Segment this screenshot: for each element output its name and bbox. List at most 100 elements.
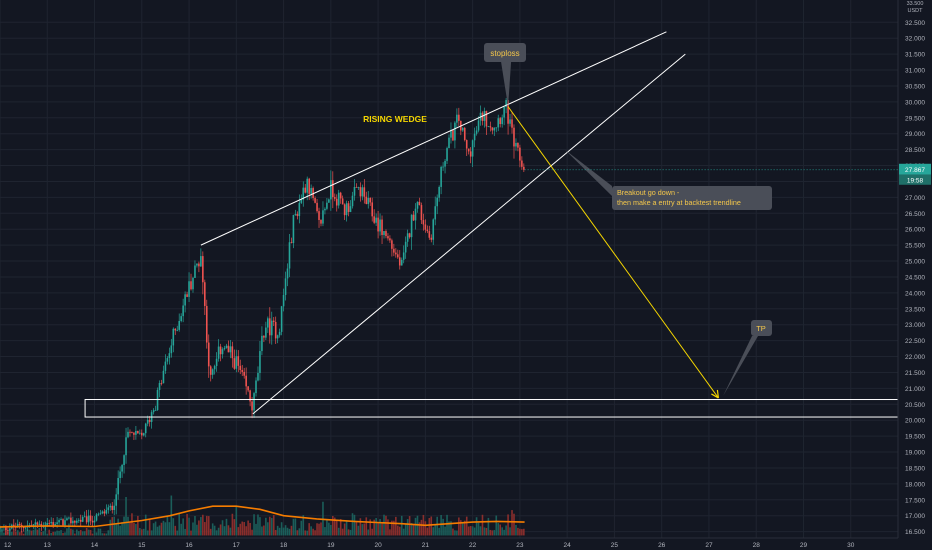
volume-bar xyxy=(341,528,344,536)
candle-body xyxy=(393,248,395,253)
candle-body xyxy=(34,522,37,525)
candle-body xyxy=(517,142,519,148)
tp-callout xyxy=(751,320,772,336)
volume-bar xyxy=(125,496,127,536)
volume-bar xyxy=(24,528,27,536)
volume-bar xyxy=(353,514,356,536)
volume-bar xyxy=(465,516,468,536)
volume-bar xyxy=(335,520,338,536)
candle-body xyxy=(103,511,106,514)
candle-body xyxy=(294,213,297,215)
candle-body xyxy=(296,213,299,217)
candle-body xyxy=(513,127,515,147)
candle-body xyxy=(438,186,440,198)
candle-body xyxy=(235,356,238,369)
candle-body xyxy=(481,112,484,121)
volume-bar xyxy=(272,515,275,536)
volume-bar xyxy=(304,530,307,536)
candle-body xyxy=(241,370,244,372)
volume-bar xyxy=(139,528,141,536)
volume-bar xyxy=(424,521,427,536)
candle-body xyxy=(318,211,320,221)
price-tick-label: 25.500 xyxy=(905,243,925,250)
volume-bar xyxy=(225,518,228,536)
volume-bar xyxy=(294,518,297,536)
volume-bar xyxy=(217,527,220,536)
candle-body xyxy=(483,111,486,121)
volume-bar xyxy=(26,529,29,536)
candle-body xyxy=(454,122,456,141)
candle-body xyxy=(76,520,78,523)
candle-body xyxy=(282,294,285,307)
volume-bar xyxy=(219,524,222,536)
candle-body xyxy=(503,106,505,118)
price-tick-label: 21.000 xyxy=(905,386,925,393)
candle-body xyxy=(290,242,293,244)
candle-body xyxy=(422,220,425,225)
candle-body xyxy=(361,187,364,197)
volume-bar xyxy=(99,528,102,536)
candle-body xyxy=(328,199,330,203)
volume-bar xyxy=(148,519,151,536)
volume-bar xyxy=(209,528,212,536)
volume-bar xyxy=(332,515,334,536)
volume-bar xyxy=(274,529,277,536)
candle-body xyxy=(430,237,433,240)
volume-bar xyxy=(121,522,123,536)
volume-bar xyxy=(463,520,466,536)
volume-bar xyxy=(387,519,389,536)
last-price-tag xyxy=(899,163,931,175)
candle-body xyxy=(259,351,261,373)
candle-body xyxy=(521,160,523,167)
candle-body xyxy=(97,513,100,515)
candle-body xyxy=(28,525,31,526)
volume-bar xyxy=(54,531,56,536)
volume-bar xyxy=(432,527,435,536)
volume-bar xyxy=(261,526,263,536)
candle-body xyxy=(129,431,131,433)
volume-bar xyxy=(11,531,13,536)
volume-bar xyxy=(113,516,116,536)
price-tick-label: 22.000 xyxy=(905,354,925,361)
candle-body xyxy=(465,140,468,149)
candle-body xyxy=(202,256,204,283)
volume-bar xyxy=(243,522,245,536)
candle-body xyxy=(192,277,194,290)
candle-body xyxy=(14,527,17,528)
candle-body xyxy=(166,358,169,362)
candle-body xyxy=(509,119,511,124)
candle-body xyxy=(117,478,119,495)
candle-body xyxy=(339,192,342,199)
volume-bar xyxy=(359,518,362,536)
volume-bar xyxy=(489,529,492,536)
candle-body xyxy=(487,126,490,128)
volume-bar xyxy=(461,521,464,536)
volume-bar xyxy=(137,515,139,536)
volume-bar xyxy=(318,523,320,536)
candle-body xyxy=(22,527,25,529)
candle-body xyxy=(395,252,397,255)
volume-bar xyxy=(404,523,407,536)
candle-body xyxy=(345,203,348,216)
candle-body xyxy=(204,282,206,306)
candle-body xyxy=(265,327,267,338)
candle-body xyxy=(495,127,498,129)
candle-body xyxy=(333,197,336,199)
candle-body xyxy=(306,178,309,193)
candle-body xyxy=(229,346,232,353)
candle-body xyxy=(375,217,377,223)
time-tick-label: 13 xyxy=(44,542,52,549)
volume-bar xyxy=(268,516,271,536)
volume-bar xyxy=(267,522,269,536)
candle-body xyxy=(5,526,7,530)
candle-body xyxy=(369,197,372,203)
candle-body xyxy=(316,202,318,212)
volume-bar xyxy=(406,518,409,536)
price-tick-label: 25.000 xyxy=(905,259,925,266)
volume-bar xyxy=(389,529,391,536)
volume-bar xyxy=(79,530,82,536)
candle-body xyxy=(111,505,114,511)
candle-body xyxy=(198,263,200,267)
candle-body xyxy=(501,117,503,125)
